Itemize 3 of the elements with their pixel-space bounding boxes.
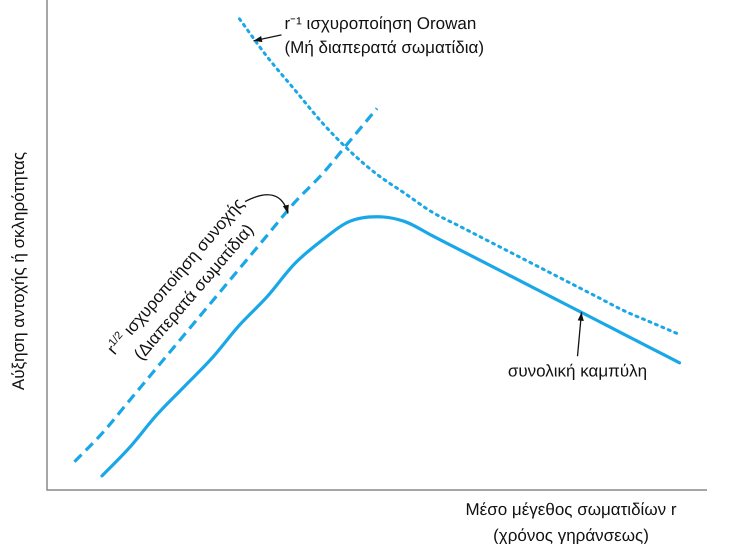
series-label: συνολική καμπύλη [508, 361, 648, 380]
y-axis-title: Αύξηση αντοχής ή σκληρότητας [9, 150, 29, 392]
series-label: r⁻¹ ισχυροποίηση Orowan (Μή διαπερατά σωματίδια) [284, 14, 484, 57]
